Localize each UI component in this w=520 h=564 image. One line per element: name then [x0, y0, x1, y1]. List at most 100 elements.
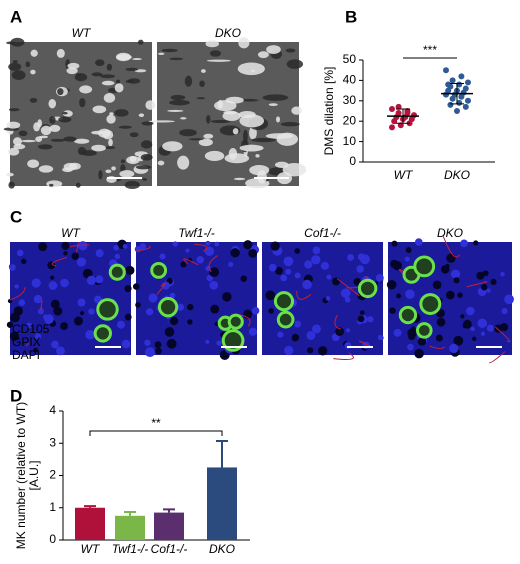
data-point — [445, 81, 452, 88]
nucleus — [460, 239, 468, 248]
texture — [262, 94, 289, 101]
nucleus — [145, 308, 154, 316]
texture — [13, 137, 22, 146]
texture — [10, 37, 25, 47]
texture — [167, 109, 184, 112]
nucleus — [13, 306, 23, 316]
texture — [142, 178, 148, 181]
megakaryocyte — [157, 297, 179, 318]
nucleus — [332, 277, 341, 286]
bar — [154, 512, 184, 540]
nucleus — [164, 327, 175, 337]
texture — [56, 48, 65, 58]
nucleus — [172, 241, 178, 247]
texture — [63, 136, 77, 142]
nucleus — [206, 274, 213, 282]
significance: ** — [151, 416, 161, 430]
nucleus — [34, 333, 42, 340]
nucleus — [453, 335, 464, 346]
y-axis-label: [A.U.] — [27, 460, 41, 490]
nucleus — [486, 324, 495, 332]
texture — [18, 130, 28, 137]
nucleus — [504, 294, 514, 305]
nucleus — [494, 324, 503, 333]
texture — [255, 154, 260, 158]
texture — [257, 170, 267, 184]
nucleus — [204, 246, 215, 257]
data-point — [397, 122, 404, 129]
micrograph — [148, 37, 307, 189]
nucleus — [347, 254, 355, 261]
nucleus — [177, 303, 185, 311]
nucleus — [50, 275, 55, 280]
megakaryocyte — [419, 293, 442, 315]
texture — [169, 57, 184, 61]
nucleus — [78, 241, 88, 251]
texture — [132, 58, 142, 61]
nucleus — [205, 339, 210, 344]
nucleus — [214, 321, 219, 326]
image-title: WT — [61, 226, 81, 240]
nucleus — [161, 281, 170, 290]
vessel — [51, 256, 68, 267]
texture — [243, 129, 248, 144]
texture — [8, 108, 20, 112]
y-tick-label: 30 — [343, 93, 357, 107]
texture — [49, 124, 61, 132]
texture — [266, 45, 281, 54]
nucleus — [216, 340, 222, 346]
texture — [276, 132, 298, 146]
error-bar — [216, 439, 228, 468]
significance-line — [89, 430, 223, 436]
texture — [250, 69, 256, 73]
y-tick-label: 2 — [49, 468, 56, 482]
texture — [75, 182, 81, 188]
nucleus — [302, 279, 312, 290]
texture — [46, 180, 63, 188]
nucleus — [306, 331, 316, 340]
nucleus — [435, 334, 443, 342]
nucleus — [61, 241, 70, 250]
nucleus — [285, 268, 292, 275]
nucleus — [135, 302, 141, 308]
nucleus — [251, 306, 260, 315]
nucleus — [86, 275, 97, 285]
vessel — [156, 282, 166, 295]
texture — [285, 48, 296, 53]
nucleus — [501, 308, 508, 315]
nucleus — [148, 293, 158, 303]
texture — [108, 138, 113, 147]
texture — [198, 138, 213, 147]
stain-label: DAPI — [12, 348, 40, 362]
error-bar — [396, 108, 410, 124]
nucleus — [389, 307, 396, 314]
nucleus — [375, 274, 384, 282]
data-point — [458, 93, 465, 100]
nucleus — [71, 252, 79, 260]
data-point — [462, 103, 469, 110]
texture — [169, 99, 190, 106]
texture — [77, 147, 87, 156]
nucleus — [210, 304, 220, 314]
nucleus — [50, 299, 60, 309]
texture — [184, 75, 193, 87]
vessel — [333, 352, 354, 360]
texture — [6, 121, 21, 129]
panel-letter: A — [10, 7, 22, 26]
nucleus — [33, 294, 43, 304]
nucleus — [270, 241, 280, 251]
image-title: DKO — [437, 226, 463, 240]
megakaryocyte — [413, 255, 436, 278]
texture — [119, 170, 135, 178]
texture — [48, 98, 57, 109]
texture — [98, 170, 103, 180]
nucleus — [367, 316, 374, 323]
panel-letter: B — [345, 7, 357, 26]
texture — [141, 121, 154, 126]
nucleus — [417, 337, 427, 346]
texture — [129, 155, 137, 163]
texture — [222, 111, 241, 121]
y-tick-label: 50 — [343, 52, 357, 66]
texture — [251, 137, 276, 143]
